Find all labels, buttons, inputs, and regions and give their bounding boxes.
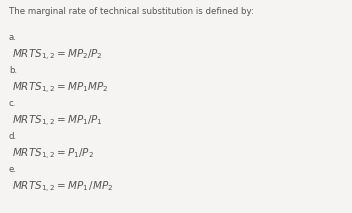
- Text: e.: e.: [9, 165, 17, 174]
- Text: $\mathit{MRTS}_{1,2} = MP_1/P_1$: $\mathit{MRTS}_{1,2} = MP_1/P_1$: [12, 114, 103, 129]
- Text: $\mathit{MRTS}_{1,2} = MP_2/P_2$: $\mathit{MRTS}_{1,2} = MP_2/P_2$: [12, 47, 103, 63]
- Text: The marginal rate of technical substitution is defined by:: The marginal rate of technical substitut…: [9, 7, 254, 16]
- Text: a.: a.: [9, 33, 17, 42]
- Text: d.: d.: [9, 132, 17, 141]
- Text: b.: b.: [9, 66, 17, 75]
- Text: c.: c.: [9, 99, 16, 108]
- Text: $\mathit{MRTS}_{1,2} = P_1/P_2$: $\mathit{MRTS}_{1,2} = P_1/P_2$: [12, 147, 94, 162]
- Text: $\mathit{MRTS}_{1,2} = MP_1MP_2$: $\mathit{MRTS}_{1,2} = MP_1MP_2$: [12, 81, 108, 96]
- Text: $\mathit{MRTS}_{1,2} = MP_1\,/MP_2$: $\mathit{MRTS}_{1,2} = MP_1\,/MP_2$: [12, 180, 114, 195]
